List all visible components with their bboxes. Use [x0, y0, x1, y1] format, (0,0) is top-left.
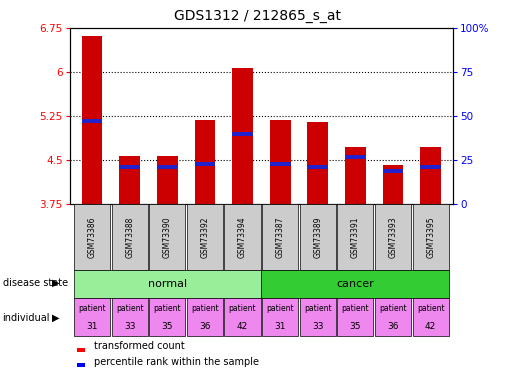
Text: individual: individual: [3, 313, 50, 322]
Text: patient: patient: [266, 304, 294, 313]
Bar: [262, 204, 298, 270]
Text: 36: 36: [199, 322, 211, 331]
Text: 35: 35: [350, 322, 361, 331]
Bar: [270, 162, 290, 166]
Bar: [270, 120, 290, 204]
Text: transformed count: transformed count: [94, 341, 185, 351]
Text: 33: 33: [312, 322, 323, 331]
Text: 31: 31: [274, 322, 286, 331]
Bar: [187, 204, 223, 270]
Text: GDS1312 / 212865_s_at: GDS1312 / 212865_s_at: [174, 9, 341, 23]
Bar: [157, 156, 178, 204]
Bar: [413, 298, 449, 336]
Bar: [420, 147, 441, 204]
Text: GSM73393: GSM73393: [388, 216, 398, 258]
Text: patient: patient: [341, 304, 369, 313]
Bar: [375, 204, 411, 270]
Text: patient: patient: [379, 304, 407, 313]
Bar: [119, 156, 140, 204]
Text: patient: patient: [78, 304, 106, 313]
Text: cancer: cancer: [336, 279, 374, 289]
Bar: [420, 165, 441, 170]
Text: disease state: disease state: [3, 278, 67, 288]
Bar: [112, 298, 148, 336]
Bar: [149, 298, 185, 336]
Bar: [225, 298, 261, 336]
Bar: [300, 204, 336, 270]
Text: 35: 35: [162, 322, 173, 331]
Bar: [195, 120, 215, 204]
Bar: [307, 122, 328, 204]
Text: patient: patient: [417, 304, 444, 313]
Text: patient: patient: [229, 304, 256, 313]
Bar: [157, 165, 178, 170]
Bar: [195, 162, 215, 166]
Text: GSM73390: GSM73390: [163, 216, 172, 258]
Bar: [187, 298, 223, 336]
Text: GSM73392: GSM73392: [200, 216, 210, 258]
Bar: [149, 204, 185, 270]
Text: ▶: ▶: [52, 278, 59, 288]
Bar: [345, 155, 366, 159]
Bar: [375, 298, 411, 336]
Text: GSM73389: GSM73389: [313, 216, 322, 258]
Text: ▶: ▶: [52, 313, 59, 322]
Bar: [82, 119, 102, 123]
Bar: [345, 147, 366, 204]
Bar: [74, 298, 110, 336]
Bar: [261, 270, 449, 298]
Text: patient: patient: [304, 304, 332, 313]
Text: 33: 33: [124, 322, 135, 331]
Text: 42: 42: [425, 322, 436, 331]
Bar: [383, 169, 403, 173]
Text: 31: 31: [87, 322, 98, 331]
Bar: [383, 165, 403, 204]
Bar: [232, 132, 253, 136]
Text: normal: normal: [148, 279, 187, 289]
Bar: [413, 204, 449, 270]
Text: GSM73386: GSM73386: [88, 216, 97, 258]
Text: percentile rank within the sample: percentile rank within the sample: [94, 357, 260, 367]
Bar: [307, 165, 328, 170]
Text: GSM73387: GSM73387: [276, 216, 285, 258]
Text: patient: patient: [153, 304, 181, 313]
Bar: [225, 204, 261, 270]
Text: 42: 42: [237, 322, 248, 331]
Bar: [337, 204, 373, 270]
Bar: [82, 36, 102, 204]
Text: GSM73394: GSM73394: [238, 216, 247, 258]
Text: GSM73388: GSM73388: [125, 216, 134, 258]
Bar: [74, 270, 261, 298]
Text: 36: 36: [387, 322, 399, 331]
Bar: [77, 348, 85, 352]
Bar: [337, 298, 373, 336]
Text: GSM73391: GSM73391: [351, 216, 360, 258]
Text: GSM73395: GSM73395: [426, 216, 435, 258]
Bar: [262, 298, 298, 336]
Bar: [112, 204, 148, 270]
Bar: [74, 204, 110, 270]
Text: patient: patient: [191, 304, 219, 313]
Bar: [232, 68, 253, 204]
Bar: [119, 165, 140, 170]
Bar: [300, 298, 336, 336]
Text: patient: patient: [116, 304, 144, 313]
Bar: [77, 363, 85, 367]
